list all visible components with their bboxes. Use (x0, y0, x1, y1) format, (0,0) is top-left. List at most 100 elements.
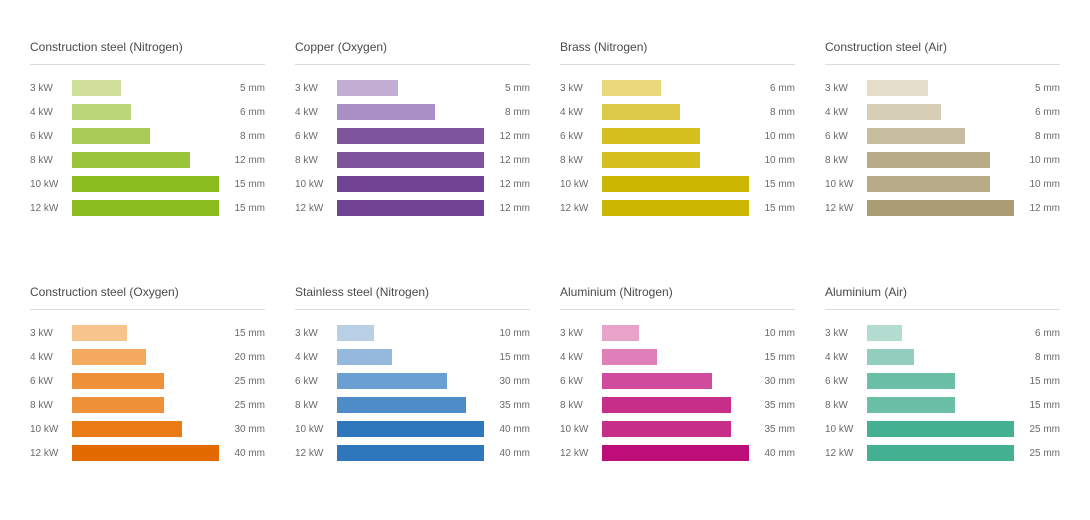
bar-row: 8 kW35 mm (295, 394, 530, 416)
bar-row: 3 kW15 mm (30, 322, 265, 344)
thickness-label: 15 mm (223, 179, 265, 190)
power-label: 6 kW (30, 131, 68, 142)
bar-row: 6 kW12 mm (295, 125, 530, 147)
thickness-label: 6 mm (753, 83, 795, 94)
thickness-label: 40 mm (223, 448, 265, 459)
bar-row: 3 kW 10 mm (295, 322, 530, 344)
bar (602, 445, 749, 461)
chart-title: Construction steel (Nitrogen) (30, 40, 265, 65)
bar (602, 373, 712, 389)
thickness-label: 10 mm (488, 328, 530, 339)
bar-track (72, 152, 219, 168)
power-label: 6 kW (560, 376, 598, 387)
bar-row: 12 kW40 mm (30, 442, 265, 464)
bar-track (867, 325, 1014, 341)
bar (867, 80, 928, 96)
thickness-label: 5 mm (488, 83, 530, 94)
thickness-label: 12 mm (1018, 203, 1060, 214)
power-label: 4 kW (560, 352, 598, 363)
bar-row: 10 kW12 mm (295, 173, 530, 195)
bar-row: 4 kW8 mm (295, 101, 530, 123)
power-label: 8 kW (30, 155, 68, 166)
thickness-label: 5 mm (223, 83, 265, 94)
thickness-label: 8 mm (223, 131, 265, 142)
bar-row: 8 kW12 mm (295, 149, 530, 171)
bar-track (72, 349, 219, 365)
bar (867, 397, 955, 413)
bar-row: 12 kW40 mm (295, 442, 530, 464)
chart-panel: Construction steel (Oxygen)3 kW15 mm4 kW… (30, 285, 265, 480)
bar (867, 445, 1014, 461)
bar-row: 8 kW35 mm (560, 394, 795, 416)
chart-panel: Stainless steel (Nitrogen)3 kW10 mm4 kW1… (295, 285, 530, 480)
bar-track (867, 200, 1014, 216)
bar-row: 6 kW30 mm (295, 370, 530, 392)
power-label: 12 kW (560, 448, 598, 459)
bar (337, 373, 447, 389)
bar-track (867, 128, 1014, 144)
bar-track (867, 104, 1014, 120)
bar-row: 8 kW12 mm (30, 149, 265, 171)
bar-track (867, 421, 1014, 437)
bar (867, 152, 990, 168)
chart-title: Construction steel (Oxygen) (30, 285, 265, 310)
thickness-label: 5 mm (1018, 83, 1060, 94)
bar-track (337, 152, 484, 168)
bar (337, 200, 484, 216)
thickness-label: 10 mm (753, 328, 795, 339)
chart-title: Aluminium (Air) (825, 285, 1060, 310)
bar (602, 128, 700, 144)
thickness-label: 15 mm (753, 352, 795, 363)
bar-row: 12 kW15 mm (560, 197, 795, 219)
bar (337, 80, 398, 96)
bar (72, 152, 190, 168)
power-label: 4 kW (295, 352, 333, 363)
power-label: 6 kW (30, 376, 68, 387)
bar (337, 421, 484, 437)
bar-track (337, 80, 484, 96)
chart-title: Construction steel (Air) (825, 40, 1060, 65)
bar (72, 445, 219, 461)
power-label: 4 kW (30, 107, 68, 118)
bar-row: 4 kW6 mm (30, 101, 265, 123)
thickness-label: 25 mm (1018, 424, 1060, 435)
bar-track (337, 421, 484, 437)
power-label: 3 kW (825, 83, 863, 94)
bar (72, 176, 219, 192)
bar-track (72, 373, 219, 389)
bar-track (602, 80, 749, 96)
bar (337, 104, 435, 120)
bar-row: 4 kW 8 mm (825, 346, 1060, 368)
bar-track (867, 349, 1014, 365)
chart-title: Brass (Nitrogen) (560, 40, 795, 65)
bar-row: 6 kW8 mm (825, 125, 1060, 147)
thickness-label: 30 mm (223, 424, 265, 435)
bar-row: 10 kW10 mm (825, 173, 1060, 195)
thickness-label: 30 mm (488, 376, 530, 387)
bar-track (337, 373, 484, 389)
bar (337, 128, 484, 144)
bar (602, 421, 731, 437)
bar-track (602, 325, 749, 341)
bar-track (337, 128, 484, 144)
power-label: 3 kW (560, 83, 598, 94)
bar (337, 397, 466, 413)
power-label: 8 kW (560, 155, 598, 166)
bar-track (602, 445, 749, 461)
bar (602, 176, 749, 192)
thickness-label: 40 mm (488, 448, 530, 459)
thickness-label: 25 mm (223, 376, 265, 387)
bar (602, 80, 661, 96)
bar (867, 128, 965, 144)
bar (867, 373, 955, 389)
bar-track (867, 152, 1014, 168)
thickness-label: 25 mm (1018, 448, 1060, 459)
power-label: 4 kW (825, 352, 863, 363)
bar (337, 152, 484, 168)
power-label: 6 kW (825, 376, 863, 387)
power-label: 10 kW (825, 424, 863, 435)
power-label: 8 kW (295, 155, 333, 166)
bar-row: 10 kW35 mm (560, 418, 795, 440)
thickness-label: 8 mm (1018, 352, 1060, 363)
power-label: 3 kW (295, 328, 333, 339)
